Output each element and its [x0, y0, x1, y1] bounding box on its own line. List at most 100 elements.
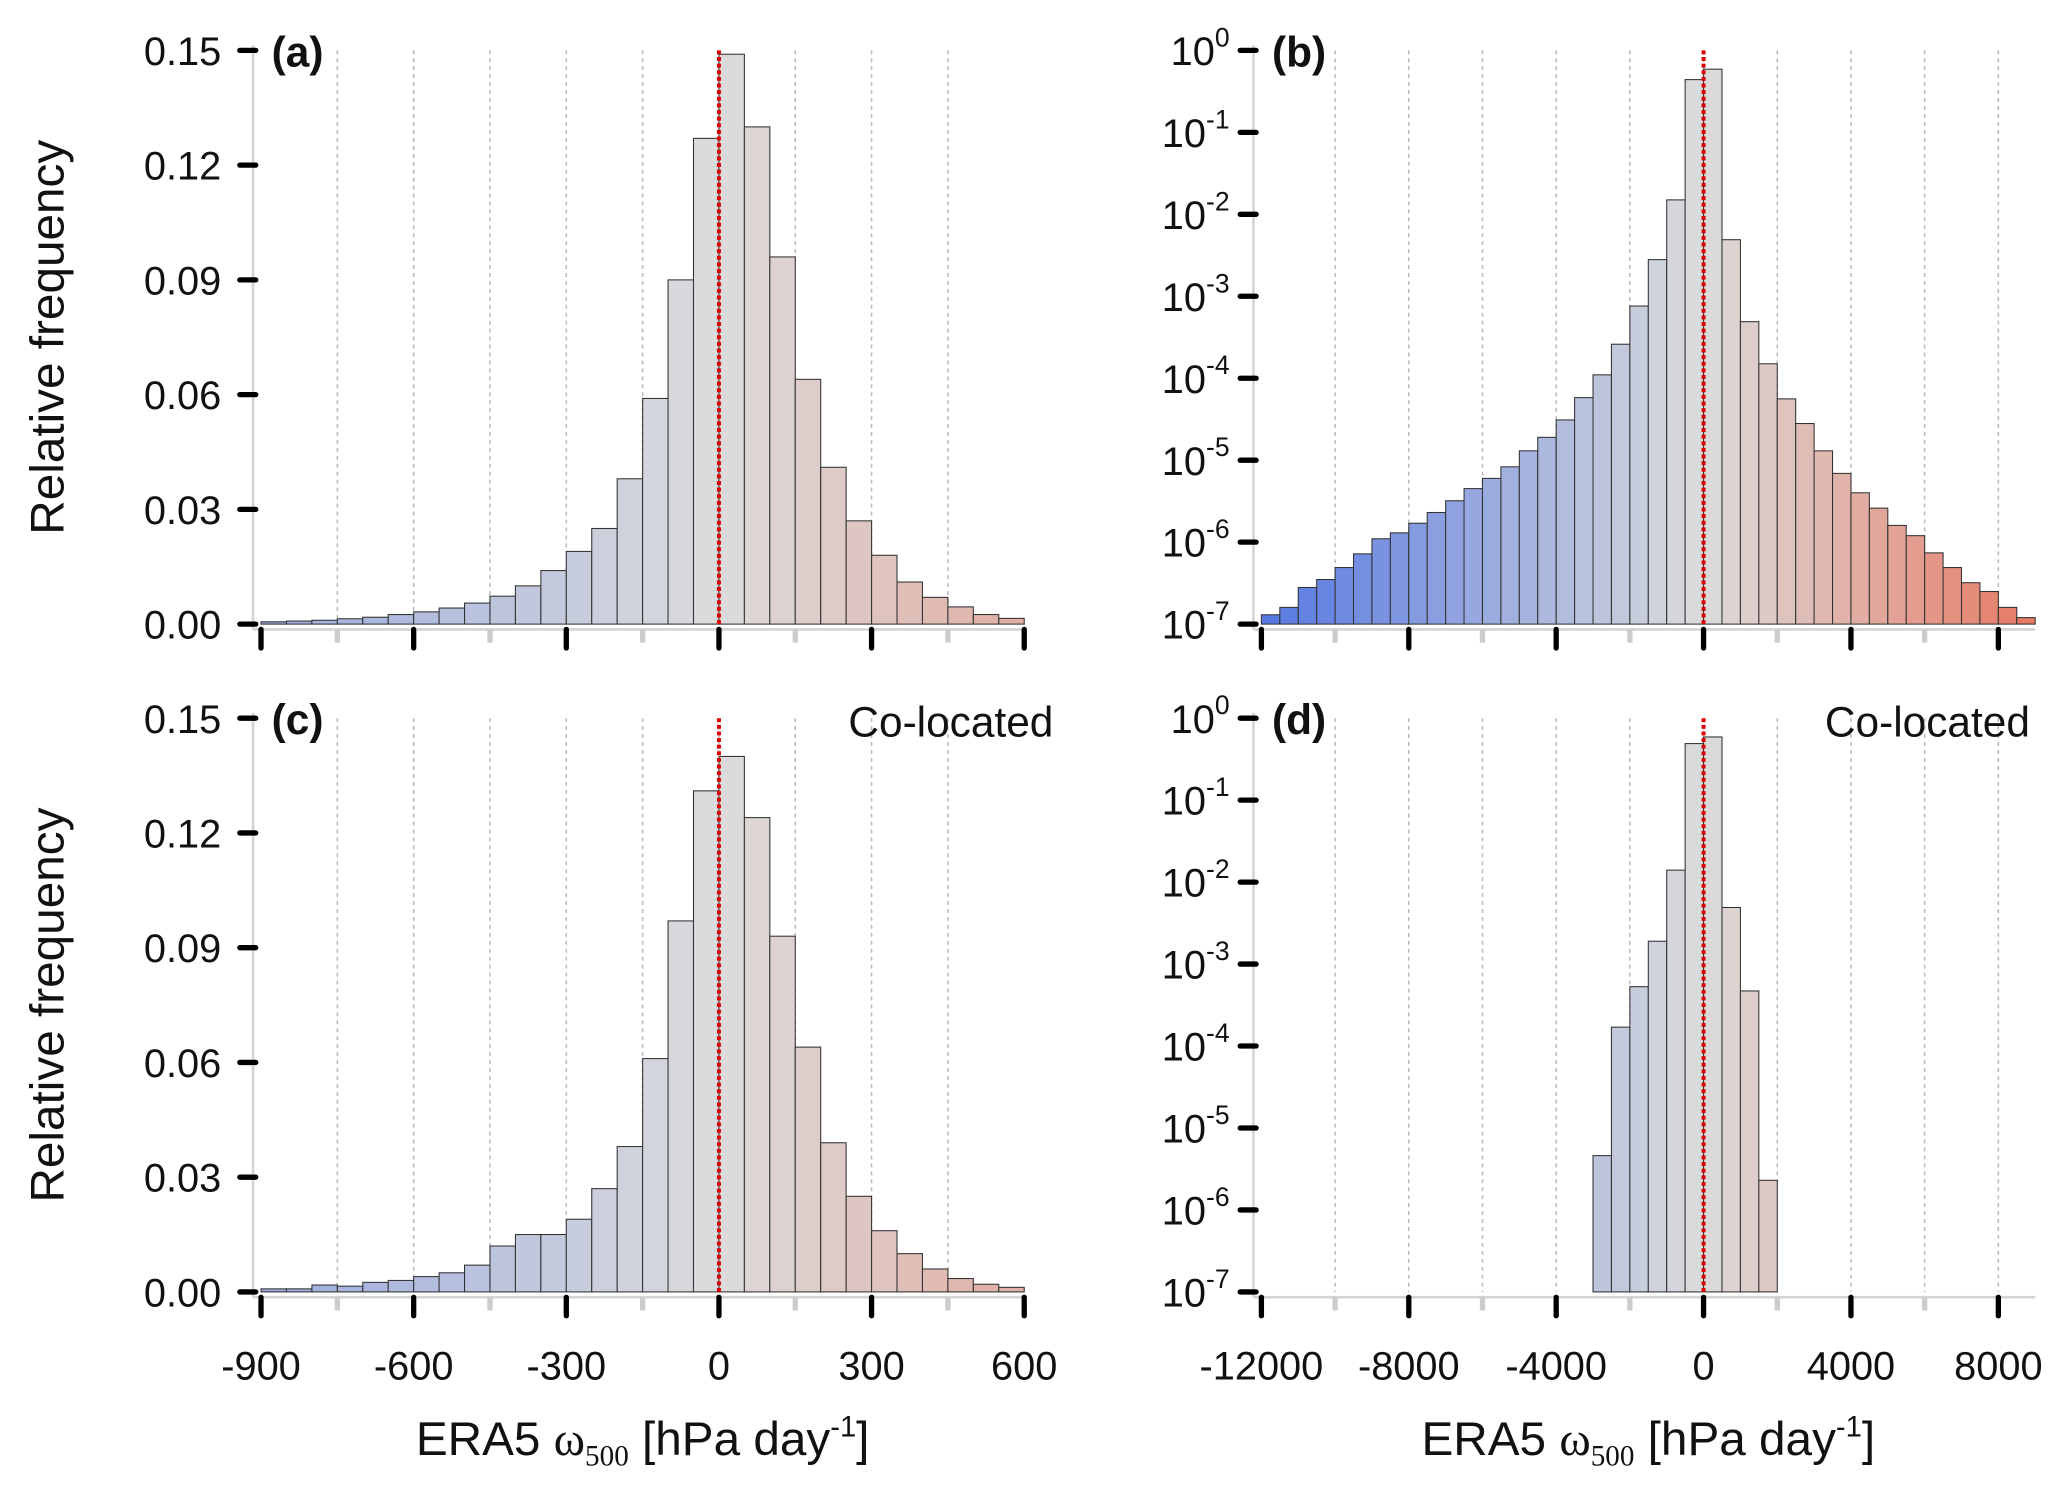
- x-axis-label-part: ]: [856, 1413, 869, 1466]
- tick-exponent: -1: [1206, 104, 1230, 134]
- x-tick-label: -8000: [1358, 1344, 1460, 1388]
- bar: [1537, 436, 1557, 625]
- bar: [769, 935, 796, 1293]
- bar: [362, 1281, 389, 1293]
- bar: [1426, 511, 1447, 625]
- x-axis-label-part: -1: [830, 1411, 856, 1443]
- bar: [1610, 343, 1631, 625]
- bar: [1942, 567, 1963, 625]
- bar: [1389, 532, 1410, 625]
- tick-exponent: -2: [1206, 854, 1230, 884]
- tick-exponent: -7: [1206, 1264, 1230, 1294]
- tick-exponent: -7: [1206, 596, 1230, 626]
- tick-exponent: -5: [1206, 432, 1230, 462]
- tick-base: 10: [1171, 30, 1215, 74]
- tick-exponent: -6: [1206, 514, 1230, 544]
- panel-label: (b): [1272, 28, 1326, 75]
- bar: [972, 614, 1000, 625]
- tick-base: 10: [1162, 944, 1206, 988]
- bar: [413, 611, 440, 625]
- y-tick-label: 10-5: [1162, 1100, 1230, 1152]
- bar: [642, 1058, 669, 1293]
- x-axis-label-part: -1: [1836, 1411, 1862, 1443]
- bar: [692, 137, 720, 625]
- bar: [260, 621, 287, 625]
- y-tick-label: 10-7: [1162, 596, 1230, 648]
- y-tick-label: 100: [1171, 22, 1230, 74]
- bar: [1592, 1155, 1612, 1293]
- bar: [336, 1285, 364, 1293]
- bar: [947, 1277, 974, 1293]
- x-tick-label: -600: [374, 1344, 454, 1388]
- bar: [896, 581, 923, 625]
- x-axis-label-part: [hPa day: [629, 1413, 831, 1466]
- x-axis-label-part: [hPa day: [1634, 1413, 1836, 1466]
- tick-base: 10: [1162, 780, 1206, 824]
- bar: [362, 616, 389, 625]
- tick-exponent: -1: [1206, 772, 1230, 802]
- bar: [820, 466, 847, 625]
- y-tick-label: 0.03: [144, 1157, 221, 1201]
- x-tick-label: 300: [838, 1344, 904, 1388]
- bar: [1703, 68, 1723, 625]
- y-tick-label: 10-2: [1162, 186, 1230, 238]
- bar: [972, 1283, 1000, 1293]
- y-tick-label: 10-1: [1162, 772, 1230, 824]
- y-axis-label: Relative frequency: [22, 140, 75, 535]
- tick-base: 10: [1162, 604, 1206, 648]
- bar: [1629, 986, 1649, 1293]
- tick-exponent: -6: [1206, 1182, 1230, 1212]
- annotation: Co-located: [1825, 699, 2030, 746]
- bar: [1813, 450, 1834, 625]
- bar: [540, 570, 567, 625]
- bar: [947, 606, 974, 625]
- tick-exponent: -3: [1206, 268, 1230, 298]
- bar: [896, 1253, 923, 1293]
- x-tick-label: 600: [991, 1344, 1057, 1388]
- bar: [871, 1230, 898, 1293]
- bar: [464, 1264, 491, 1293]
- x-axis-label-part: ω: [1559, 1413, 1590, 1466]
- bar: [464, 602, 491, 625]
- bar: [1868, 507, 1889, 625]
- panel-label: (c): [272, 696, 324, 743]
- x-axis-label-part: 500: [585, 1440, 629, 1472]
- bar: [336, 618, 364, 625]
- bar: [1574, 397, 1594, 625]
- bar: [1832, 472, 1852, 625]
- bar: [1555, 419, 1576, 625]
- bar: [1629, 305, 1649, 625]
- bar: [1776, 398, 1797, 625]
- bar: [514, 585, 542, 625]
- panel-label: (d): [1272, 696, 1326, 743]
- bar: [820, 1142, 847, 1293]
- bar: [1997, 606, 2018, 625]
- bar: [794, 1046, 822, 1293]
- bar: [1905, 535, 1926, 625]
- bar: [1463, 488, 1484, 625]
- bar: [285, 620, 313, 625]
- x-tick-label: 0: [708, 1344, 730, 1388]
- bar: [1960, 582, 1981, 625]
- tick-exponent: -5: [1206, 1100, 1230, 1130]
- x-tick-label: 8000: [1954, 1344, 2042, 1388]
- y-tick-label: 10-2: [1162, 854, 1230, 906]
- bar: [1739, 990, 1760, 1293]
- x-axis-label-part: 500: [1591, 1440, 1635, 1472]
- x-axis-label-part: ERA5: [416, 1413, 554, 1466]
- tick-exponent: -3: [1206, 936, 1230, 966]
- tick-exponent: 0: [1215, 690, 1230, 720]
- bar: [718, 755, 745, 1293]
- x-tick-label: 4000: [1807, 1344, 1895, 1388]
- bar: [591, 1188, 618, 1293]
- y-tick-label: 0.12: [144, 145, 221, 189]
- bar: [540, 1234, 567, 1293]
- bar: [794, 378, 822, 625]
- bar: [1334, 567, 1355, 625]
- y-tick-label: 10-5: [1162, 432, 1230, 484]
- bar: [489, 1245, 516, 1293]
- y-tick-label: 0.15: [144, 698, 221, 742]
- x-axis-label: ERA5 ω500 [hPa day-1]: [416, 1411, 870, 1472]
